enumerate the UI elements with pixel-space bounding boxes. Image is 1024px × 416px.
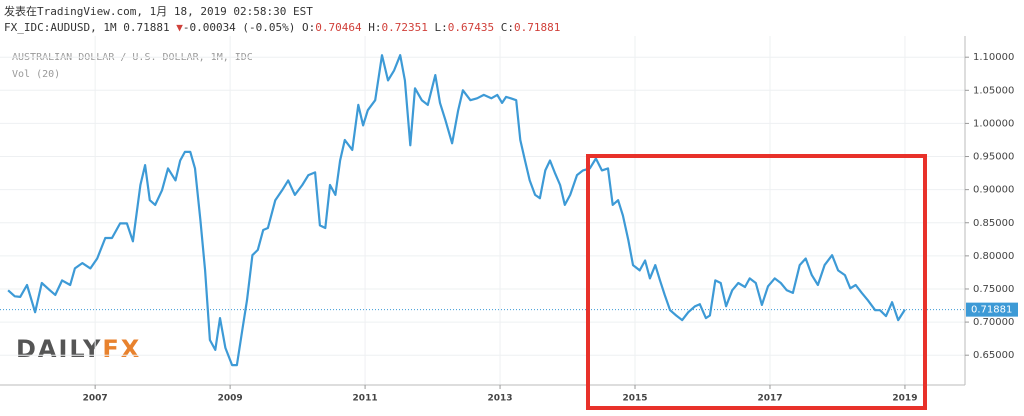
grid xyxy=(0,36,965,385)
last-price-label: 0.71881 xyxy=(971,305,1012,316)
y-tick-label: 0.95000 xyxy=(973,152,1014,163)
y-tick-label: 0.65000 xyxy=(973,350,1014,361)
ohlc-label: L: xyxy=(434,21,448,34)
x-tick-label: 2017 xyxy=(757,394,782,404)
published-line: 发表在TradingView.com, 1月 18, 2019 02:58:30… xyxy=(4,3,313,19)
ohlc-value: 0.71881 xyxy=(514,21,561,34)
ohlc-label: H: xyxy=(368,21,382,34)
ohlc-value: 0.72351 xyxy=(381,21,428,34)
ohlc-value: 0.70464 xyxy=(315,21,362,34)
x-tick-label: 2009 xyxy=(218,394,243,404)
symbol: FX_IDC:AUDUSD, 1M xyxy=(4,21,117,34)
watermark-part: FX xyxy=(102,335,141,363)
y-tick-label: 0.85000 xyxy=(973,218,1014,229)
last-price-box xyxy=(966,302,1018,317)
x-tick-label: 2007 xyxy=(83,394,108,404)
ohlc-label: O: xyxy=(302,21,316,34)
y-tick-label: 1.10000 xyxy=(973,52,1014,63)
x-tick-label: 2019 xyxy=(892,394,917,404)
x-tick-label: 2015 xyxy=(622,394,647,404)
change: -0.00034 (-0.05%) xyxy=(182,21,296,34)
ohlc-value: 0.67435 xyxy=(447,21,495,34)
last: 0.71881 xyxy=(123,21,170,34)
published: 发表在TradingView.com, 1月 18, 2019 02:58:30… xyxy=(4,5,313,18)
x-tick-label: 2013 xyxy=(488,394,513,404)
quote-line: FX_IDC:AUDUSD, 1M 0.71881 ▼-0.00034 (-0.… xyxy=(4,21,560,34)
ohlc-label: C: xyxy=(500,21,514,34)
y-tick-label: 1.00000 xyxy=(973,118,1014,129)
price-line xyxy=(7,54,906,367)
y-tick-label: 0.75000 xyxy=(973,284,1014,295)
watermark: DAILYFX xyxy=(16,335,141,363)
arrow: ▼ xyxy=(176,21,183,34)
y-tick-label: 0.70000 xyxy=(973,317,1014,328)
x-tick-label: 2011 xyxy=(353,394,378,404)
y-tick-label: 0.80000 xyxy=(973,251,1014,262)
y-tick-label: 0.90000 xyxy=(973,185,1014,196)
chart-subtitle: Vol (20) xyxy=(12,69,60,80)
y-tick-label: 1.05000 xyxy=(973,85,1014,96)
highlight-box xyxy=(586,154,927,410)
plot-area xyxy=(0,36,965,385)
watermark-part: DAILY xyxy=(16,335,102,363)
